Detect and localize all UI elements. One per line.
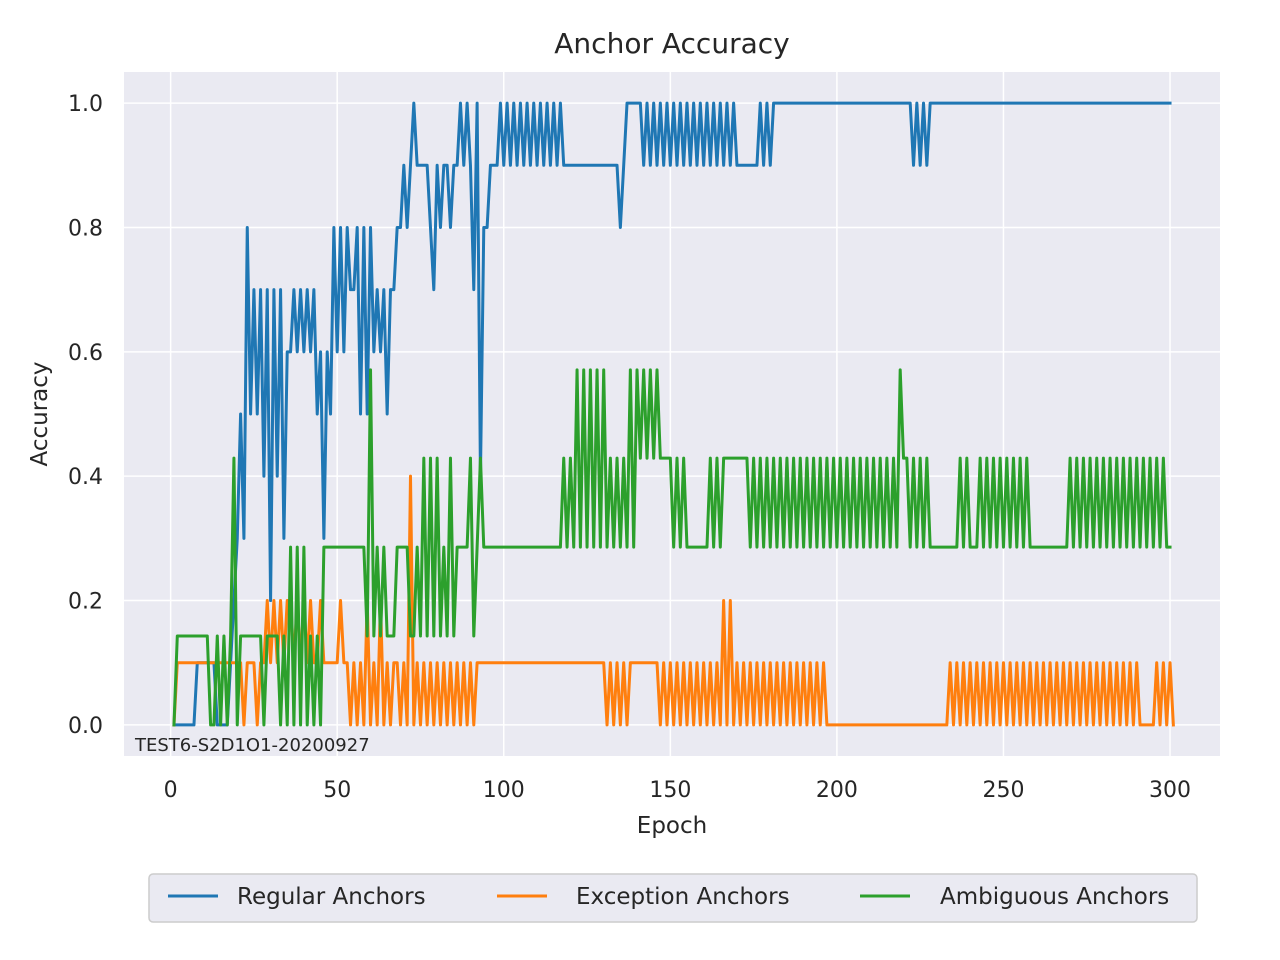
x-tick-label: 200 <box>816 778 858 803</box>
legend-label-regular-anchors: Regular Anchors <box>237 884 426 910</box>
y-tick-label: 0.6 <box>68 341 103 366</box>
x-tick-label: 250 <box>982 778 1024 803</box>
legend: Regular Anchors Exception Anchors Ambigu… <box>148 873 1198 923</box>
y-axis-label: Accuracy <box>27 361 53 466</box>
x-axis-label: Epoch <box>637 813 707 839</box>
run-id-annotation: TEST6-S2D1O1-20200927 <box>134 735 370 756</box>
series-line-regular-anchors <box>172 101 1172 727</box>
x-tick-label: 150 <box>649 778 691 803</box>
y-tick-label: 0.2 <box>68 590 103 615</box>
legend-frame <box>148 873 1198 923</box>
x-tick-label: 50 <box>323 778 351 803</box>
y-tick-label: 0.4 <box>68 465 103 490</box>
y-tick-label: 1.0 <box>68 92 103 117</box>
series-lines <box>172 101 1175 727</box>
legend-label-ambiguous-anchors: Ambiguous Anchors <box>940 884 1169 910</box>
tick-labels: 0 50 100 150 200 250 300 0.0 0.2 0.4 0.6 0.8 1.0 <box>68 92 1191 803</box>
x-tick-label: 300 <box>1149 778 1191 803</box>
series-line-exception-anchors <box>172 474 1175 727</box>
y-tick-label: 0.0 <box>68 714 103 739</box>
y-tick-label: 0.8 <box>68 216 103 241</box>
x-tick-label: 100 <box>483 778 525 803</box>
series-line-ambiguous-anchors <box>172 368 1172 727</box>
legend-label-exception-anchors: Exception Anchors <box>576 884 790 910</box>
grid-lines <box>124 72 1220 756</box>
chart-title: Anchor Accuracy <box>554 27 789 60</box>
x-tick-label: 0 <box>164 778 178 803</box>
